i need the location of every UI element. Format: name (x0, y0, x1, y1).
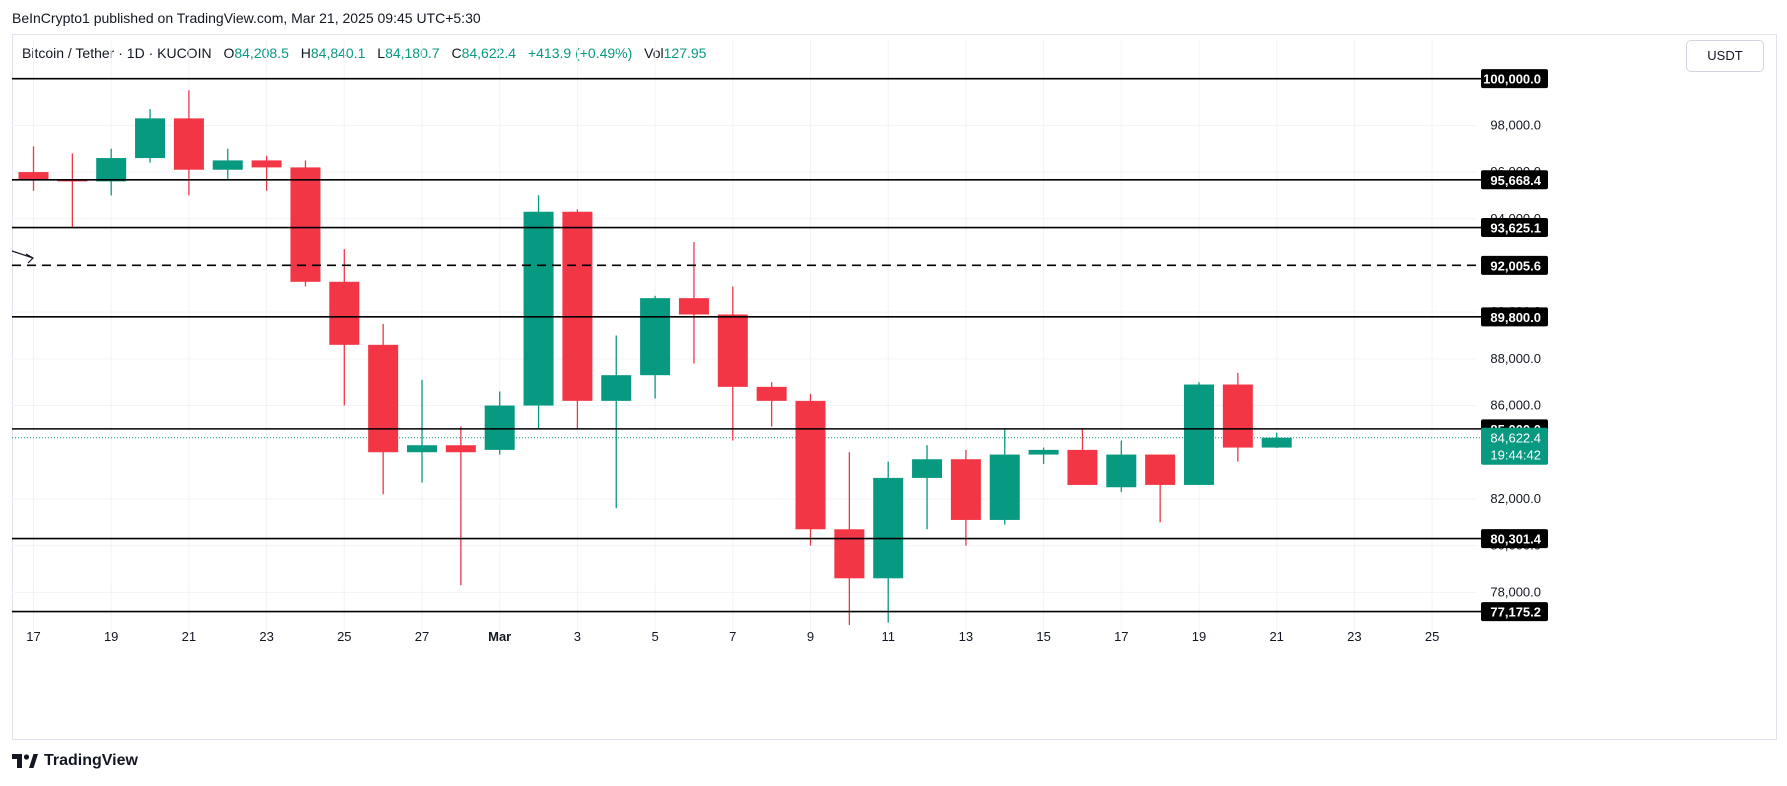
y-tick-label: 98,000.0 (1490, 117, 1541, 132)
candle-countdown: 19:44:42 (1490, 448, 1541, 463)
candle-body[interactable] (135, 118, 166, 159)
level-label-bg (1481, 170, 1548, 190)
level-label: 100,000.0 (1483, 72, 1541, 87)
candle-body[interactable] (1067, 449, 1098, 485)
x-tick-label: 15 (1036, 629, 1050, 644)
x-tick-label: 27 (415, 629, 429, 644)
level-label-bg (1481, 255, 1548, 275)
level-label: 80,301.4 (1490, 532, 1541, 547)
candle-body[interactable] (407, 445, 437, 453)
x-tick-label: 11 (881, 629, 895, 644)
candle-body[interactable] (640, 298, 671, 376)
arrow-annotation-icon (11, 250, 34, 264)
y-tick-label: 82,000.0 (1490, 491, 1541, 506)
x-tick-label: 21 (182, 629, 196, 644)
x-tick-label: Mar (488, 629, 511, 644)
candle-body[interactable] (950, 459, 981, 520)
x-tick-label: 5 (651, 629, 658, 644)
candle-body[interactable] (562, 211, 593, 401)
y-tick-label: 86,000.0 (1490, 398, 1541, 413)
x-tick-label: 9 (807, 629, 814, 644)
x-tick-label: 19 (1192, 629, 1206, 644)
candle-body[interactable] (1028, 449, 1059, 455)
level-label-bg (1481, 218, 1548, 238)
candle-body[interactable] (912, 459, 943, 478)
open-value: 84,208.5 (234, 45, 289, 61)
candle-body[interactable] (329, 281, 360, 345)
x-tick-label: 23 (259, 629, 273, 644)
x-tick-label: 3 (574, 629, 581, 644)
symbol-label[interactable]: Bitcoin / Tether · 1D · KUCOIN (22, 45, 212, 61)
level-label: 77,175.2 (1490, 605, 1541, 620)
candle-body[interactable] (484, 405, 515, 450)
chart-frame (12, 34, 1777, 740)
high-value: 84,840.1 (310, 45, 366, 61)
x-tick-label: 13 (959, 629, 973, 644)
level-label-bg (1481, 69, 1548, 89)
tradingview-logo-icon (12, 754, 38, 768)
candle-body[interactable] (1222, 384, 1253, 448)
level-label-bg (1481, 307, 1548, 327)
candle-body[interactable] (251, 160, 282, 168)
candle-body[interactable] (18, 172, 49, 180)
x-tick-label: 19 (104, 629, 118, 644)
candle-body[interactable] (1106, 454, 1137, 488)
level-label-bg (1481, 602, 1548, 622)
tradingview-brand: TradingView (12, 752, 138, 770)
candle-body[interactable] (212, 160, 243, 170)
volume-key: Vol (644, 45, 664, 61)
open-key: O (223, 45, 235, 61)
candle-body[interactable] (601, 375, 632, 401)
candle-body[interactable] (523, 211, 554, 406)
low-value: 84,180.7 (385, 45, 440, 61)
candle-body[interactable] (368, 344, 399, 453)
candle-body[interactable] (678, 298, 709, 315)
change-value: +413.9 (+0.49%) (527, 45, 633, 61)
candle-body[interactable] (989, 454, 1020, 520)
candle-body[interactable] (795, 400, 826, 530)
current-price-label-bg (1481, 427, 1548, 465)
x-tick-label: 21 (1269, 629, 1283, 644)
candle-body[interactable] (1184, 384, 1214, 485)
x-tick-label: 7 (729, 629, 736, 644)
close-key: C (451, 45, 462, 61)
x-tick-label: 25 (337, 629, 351, 644)
candle-body[interactable] (1145, 454, 1176, 485)
x-tick-label: 25 (1425, 629, 1439, 644)
volume-value: 127.95 (663, 45, 707, 61)
level-label: 89,800.0 (1490, 310, 1541, 325)
candle-body[interactable] (873, 477, 904, 579)
candle-body[interactable] (173, 118, 204, 170)
current-price-label: 84,622.4 (1490, 431, 1541, 446)
currency-button[interactable]: USDT (1686, 40, 1764, 72)
close-value: 84,622.4 (461, 45, 517, 61)
publisher-text: BeInCrypto1 published on TradingView.com… (12, 10, 481, 26)
x-tick-label: 17 (26, 629, 40, 644)
level-label-bg (1481, 529, 1548, 549)
candle-body[interactable] (445, 445, 476, 453)
level-label: 93,625.1 (1490, 221, 1541, 236)
candle-body[interactable] (756, 386, 787, 401)
y-tick-label: 88,000.0 (1490, 351, 1541, 366)
candle-body[interactable] (834, 529, 865, 579)
level-label: 95,668.4 (1490, 173, 1541, 188)
low-key: L (377, 45, 386, 61)
ohlc-legend: Bitcoin / Tether · 1D · KUCOIN O84,208.5… (22, 45, 714, 61)
x-tick-label: 17 (1114, 629, 1128, 644)
candle-body[interactable] (1261, 437, 1292, 448)
candle-body[interactable] (96, 158, 127, 182)
candle-body[interactable] (717, 314, 748, 387)
high-key: H (300, 45, 311, 61)
level-label: 92,005.6 (1490, 258, 1541, 273)
y-tick-label: 78,000.0 (1490, 584, 1541, 599)
brand-label: TradingView (44, 752, 138, 769)
x-tick-label: 23 (1347, 629, 1361, 644)
candle-body[interactable] (290, 167, 321, 282)
